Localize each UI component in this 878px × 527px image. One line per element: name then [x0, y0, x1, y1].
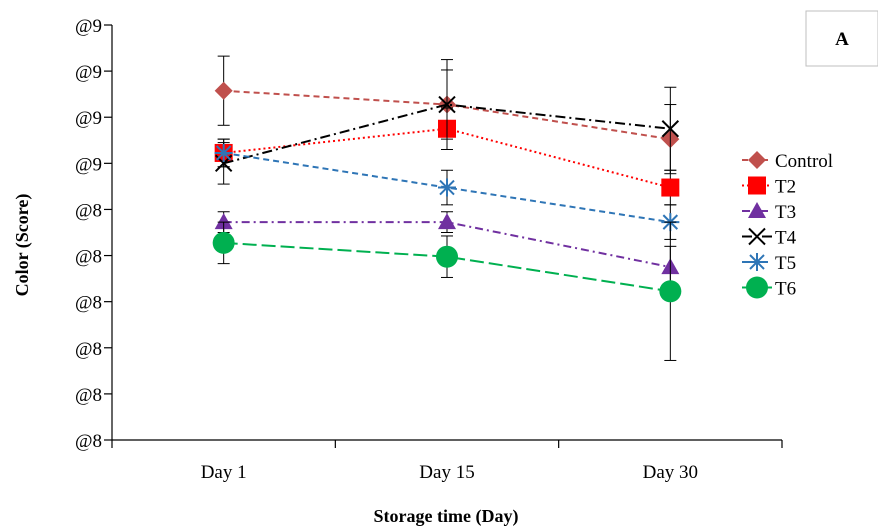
series-t6 — [212, 221, 682, 361]
x-tick-label: Day 30 — [643, 462, 698, 483]
y-tick-label: @8 — [75, 200, 102, 221]
data-point — [212, 231, 235, 254]
data-point — [659, 280, 682, 303]
data-point — [214, 213, 233, 230]
legend-marker — [748, 202, 766, 218]
legend-label: Control — [775, 151, 833, 172]
legend-marker — [748, 151, 766, 169]
data-point — [214, 81, 233, 100]
y-tick-label: @8 — [75, 339, 102, 360]
legend-item: T5 — [742, 253, 796, 274]
y-tick-label: @9 — [75, 62, 102, 83]
legend-marker — [746, 276, 768, 299]
legend-item: Control — [742, 151, 833, 172]
data-point — [438, 213, 456, 230]
legend-label: T3 — [775, 202, 796, 223]
y-tick-label: @9 — [75, 154, 102, 175]
y-tick-label: @8 — [75, 293, 102, 314]
legend-marker — [748, 176, 766, 195]
axes: @8 @8 @8 @8 @8 @8 @9 @9 @9 @9 Day 1 Day 15 Day 30 — [75, 16, 783, 483]
legend-label: T5 — [775, 253, 796, 274]
x-axis-title: Storage time (Day) — [374, 506, 519, 527]
data-point — [436, 245, 458, 268]
data-point — [438, 95, 456, 114]
y-tick-label: @8 — [75, 431, 102, 452]
panel-label: A — [835, 29, 849, 50]
series-line — [223, 103, 671, 165]
legend-item: T3 — [742, 202, 796, 223]
y-tick-label: @9 — [75, 16, 102, 37]
legend: Control T2 T3 T4 T5 T6 — [742, 151, 833, 300]
legend-item: T4 — [742, 228, 797, 249]
plot-area — [212, 55, 682, 361]
legend-item: T2 — [742, 176, 796, 198]
legend-marker — [748, 253, 766, 271]
series-line — [223, 241, 671, 293]
legend-marker — [748, 227, 766, 246]
y-tick-label: @8 — [75, 247, 102, 268]
y-axis-title: Color (Score) — [12, 194, 33, 297]
panel-label-box: A — [805, 10, 878, 67]
legend-label: T2 — [775, 177, 796, 198]
legend-item: T6 — [742, 276, 796, 300]
y-tick-label: @8 — [75, 385, 102, 406]
x-tick-label: Day 15 — [419, 462, 474, 483]
data-point — [214, 143, 233, 162]
legend-label: T4 — [775, 228, 797, 249]
legend-label: T6 — [775, 279, 796, 300]
series-t4 — [214, 59, 680, 185]
data-point — [438, 178, 456, 197]
y-tick-label: @9 — [75, 108, 102, 129]
data-point — [661, 120, 680, 138]
data-point — [661, 178, 680, 197]
x-tick-label: Day 1 — [201, 462, 247, 483]
